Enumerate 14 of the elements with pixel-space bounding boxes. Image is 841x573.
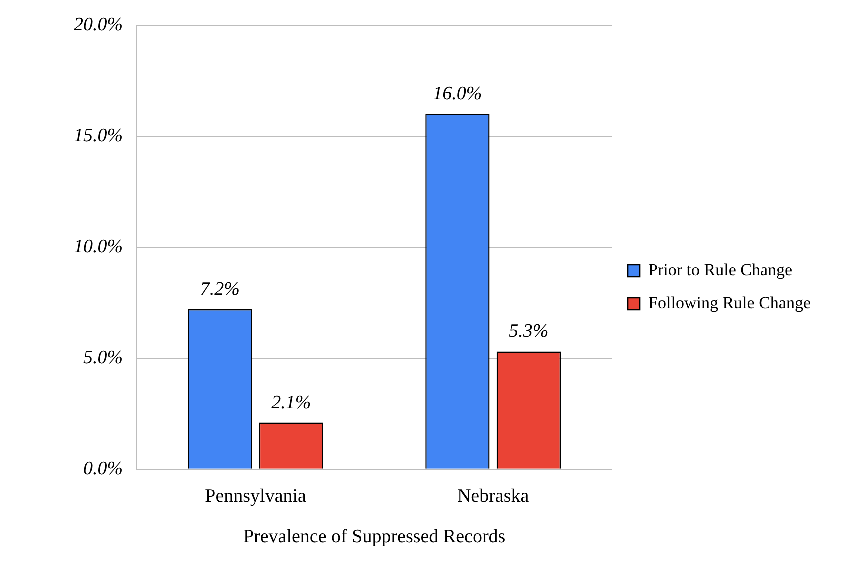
y-tick-label: 15.0%: [74, 125, 124, 146]
y-tick-label: 10.0%: [74, 236, 124, 258]
data-label: 7.2%: [200, 279, 240, 300]
data-label: 5.3%: [509, 321, 549, 342]
legend-label: Prior to Rule Change: [648, 260, 793, 280]
y-tick-label: 0.0%: [84, 458, 124, 480]
data-label: 16.0%: [433, 84, 482, 105]
data-label: 2.1%: [272, 392, 312, 414]
y-tick-label: 5.0%: [84, 347, 124, 368]
y-tick-label: 20.0%: [74, 14, 124, 36]
x-axis-title: Prevalence of Suppressed Records: [243, 526, 506, 548]
x-tick-label: Nebraska: [457, 486, 530, 507]
x-tick-label: Pennsylvania: [205, 486, 308, 507]
legend-label: Following Rule Change: [648, 293, 812, 312]
